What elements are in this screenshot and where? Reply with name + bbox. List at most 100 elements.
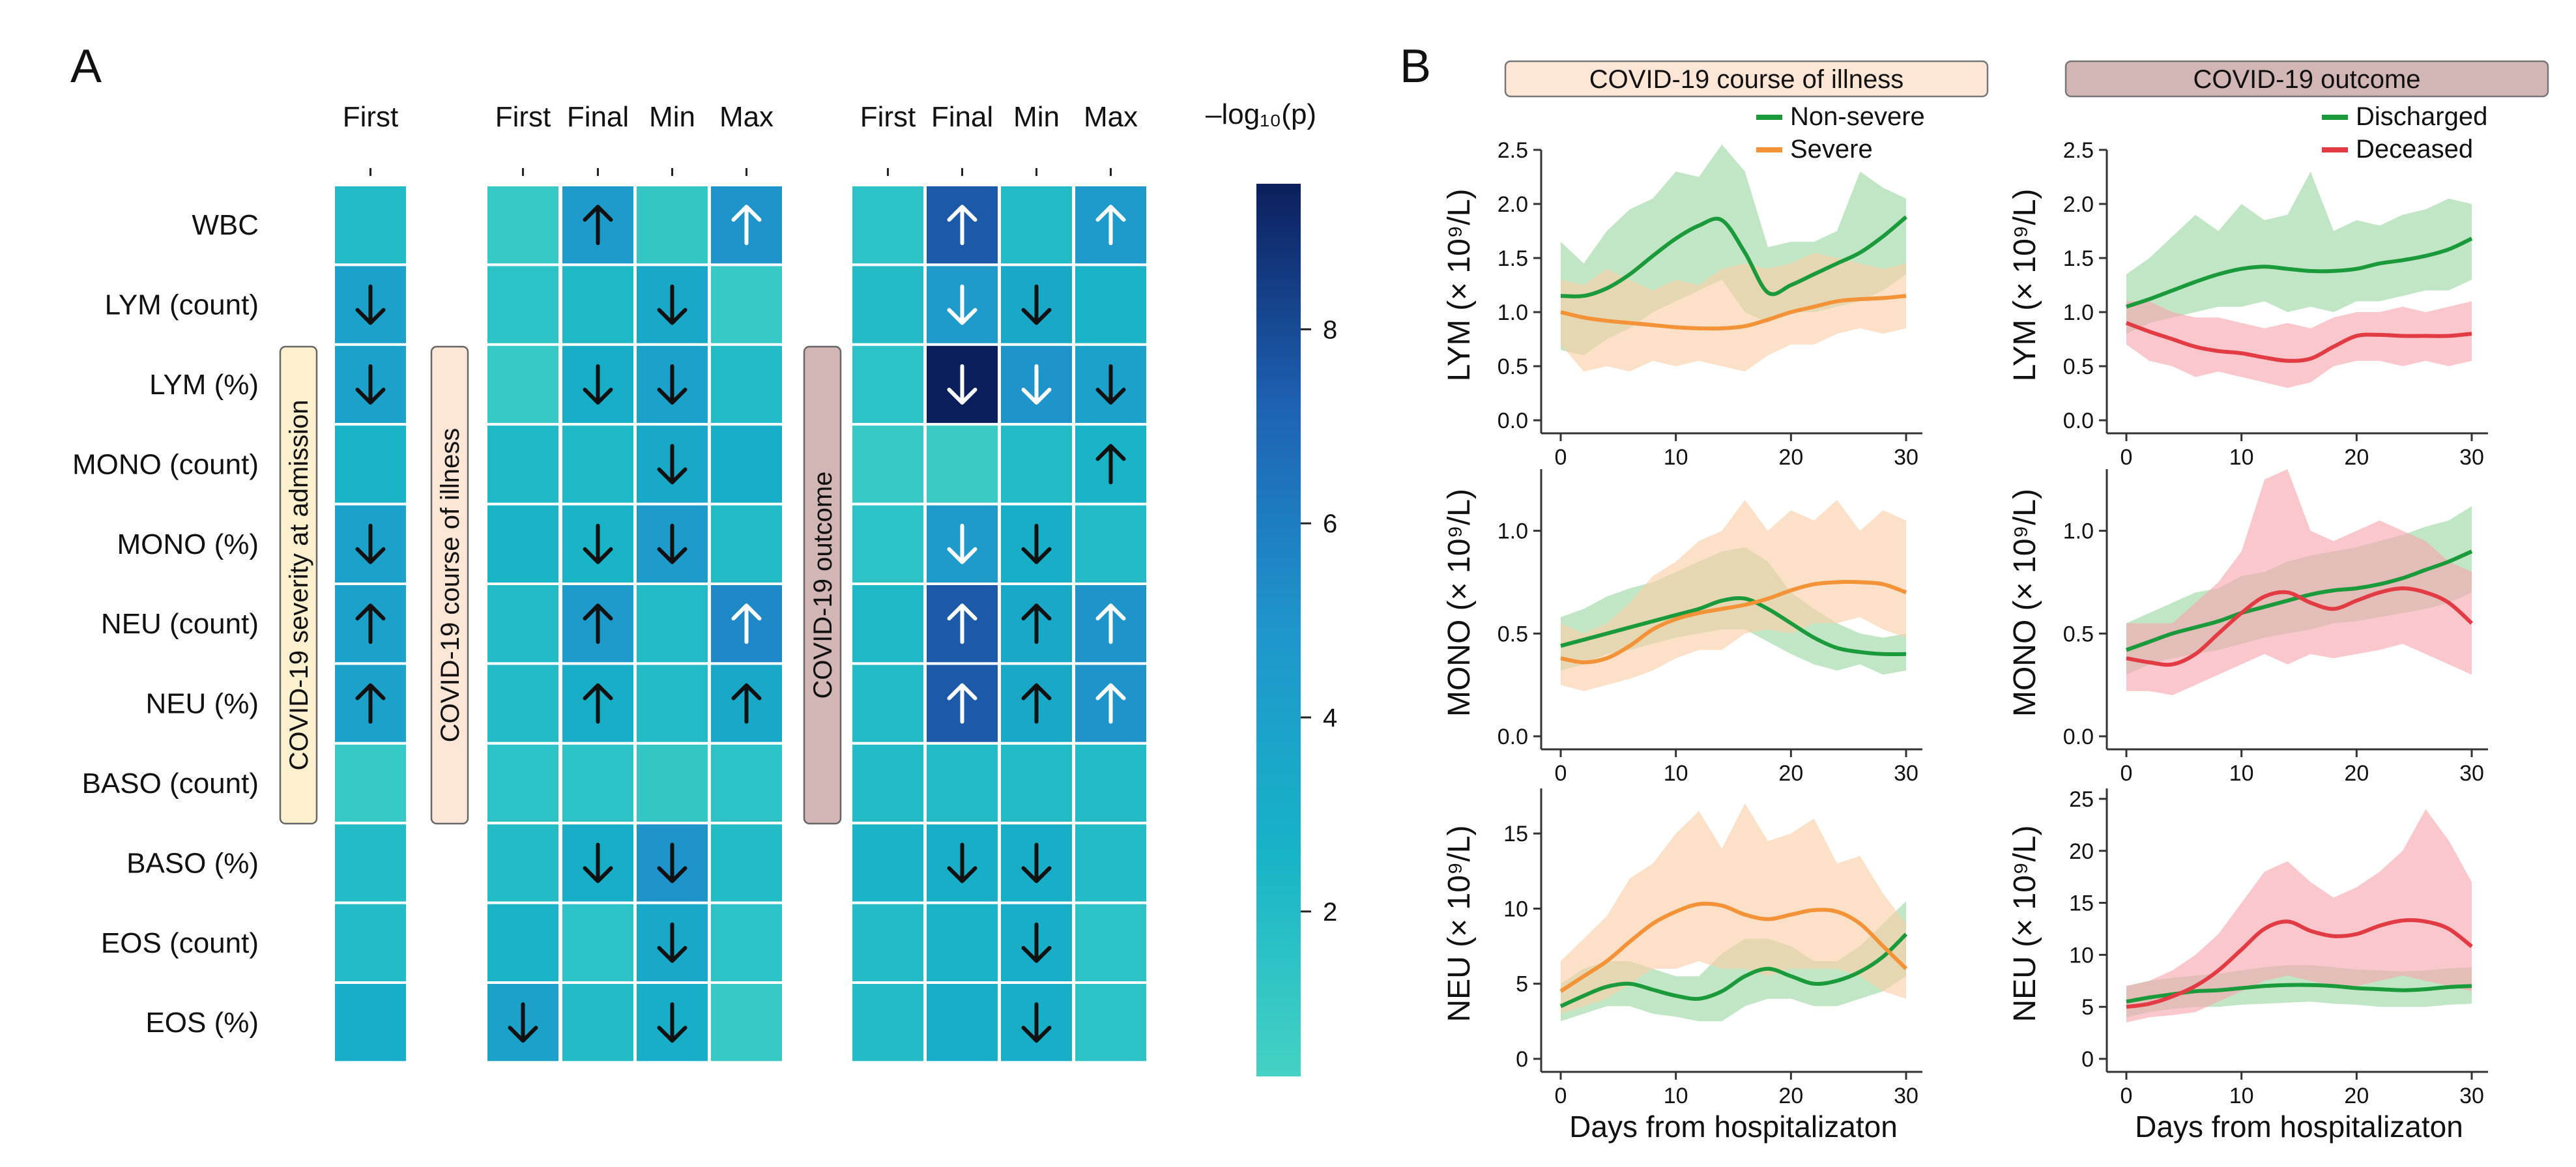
y-tick-label: 2.0 <box>2063 192 2094 217</box>
heatmap-cell <box>485 343 561 426</box>
y-axis-label: NEU (× 10⁹/L) <box>1442 826 1477 1022</box>
arrow-head <box>1021 388 1052 405</box>
x-tick-label: 20 <box>1778 761 1803 786</box>
column-header-covid-19-outcome-min: Min <box>1013 101 1060 133</box>
row-label-mono: MONO (%) <box>117 528 259 560</box>
arrow-down-icon <box>947 284 977 325</box>
row-label-baso-count: BASO (count) <box>82 768 259 800</box>
heatmap-cell <box>485 502 561 585</box>
x-tick-label: 20 <box>1778 1084 1803 1108</box>
y-tick-label: 20 <box>2069 839 2094 864</box>
arrow-down-icon <box>583 843 613 884</box>
y-tick-label: 1.5 <box>2063 246 2094 271</box>
arrow-up-icon <box>731 205 762 246</box>
row-label-lym-count: LYM (count) <box>105 289 259 321</box>
chart-header: COVID-19 course of illness <box>1589 65 1903 94</box>
heatmap-cell <box>850 343 926 426</box>
y-axis-label: LYM (× 10⁹/L) <box>1442 189 1477 382</box>
heatmap-cell <box>708 822 785 904</box>
heatmap-cell <box>850 423 926 506</box>
colorbar-label: –log₁₀(p) <box>1206 98 1316 130</box>
heatmap: WBC LYM (count) LYM (%) MONO (count) MONO (%… <box>72 101 1149 1064</box>
arrow-head <box>731 603 762 621</box>
arrow-head <box>947 547 977 564</box>
series-line-deceased <box>2126 586 2474 667</box>
arrow-up-icon <box>1095 683 1126 724</box>
arrow-up-icon <box>731 683 762 724</box>
arrow-up-icon <box>1095 603 1126 644</box>
arrow-head <box>657 945 687 963</box>
arrow-head <box>1095 388 1126 405</box>
row-label-lym: LYM (%) <box>149 369 259 401</box>
y-axis-label: MONO (× 10⁹/L) <box>1442 489 1477 717</box>
series-line-non-severe <box>1559 932 1908 1009</box>
series-line-deceased <box>2126 918 2473 1009</box>
heatmap-cell <box>634 662 710 745</box>
arrow-down-icon <box>1021 922 1052 963</box>
arrow-down-icon <box>355 284 386 325</box>
series-line-deceased <box>2125 321 2472 363</box>
colorbar: –log₁₀(p) 2 4 6 8 <box>1206 98 1337 1076</box>
x-tick-label: 10 <box>1664 1084 1688 1108</box>
arrow-head <box>1021 547 1052 564</box>
arrow-head <box>947 683 977 700</box>
heatmap-cell <box>332 742 409 825</box>
y-axis-label: LYM (× 10⁹/L) <box>2008 189 2042 382</box>
heatmap-cell <box>485 662 561 745</box>
arrow-up-icon <box>947 205 977 246</box>
column-header-covid-19-course-of-illness-min: Min <box>649 101 695 133</box>
heatmap-cell <box>485 263 561 346</box>
subplot-neu-10-l: 0 5 10 15 0 10 20 30 NEU (× 10⁹/L) <box>1442 788 1922 1108</box>
x-tick-label: 0 <box>1555 1084 1567 1108</box>
arrow-head <box>1021 945 1052 963</box>
heatmap-cell <box>332 981 409 1064</box>
x-tick-label: 30 <box>2459 761 2484 786</box>
arrow-head <box>355 683 386 700</box>
arrow-down-icon <box>657 922 687 963</box>
arrow-head <box>1021 308 1052 325</box>
x-tick-label: 10 <box>1664 445 1688 470</box>
column-header-covid-19-outcome-max: Max <box>1084 101 1138 133</box>
arrow-down-icon <box>947 364 977 405</box>
heatmap-cell <box>560 263 636 346</box>
series-line-severe <box>1559 901 1908 993</box>
x-tick-label: 20 <box>1778 445 1803 470</box>
y-tick-label: 0.5 <box>2063 622 2094 646</box>
arrow-up-icon <box>1095 205 1126 246</box>
arrow-up-icon <box>583 205 613 246</box>
column-header-covid-19-course-of-illness-final: Final <box>567 101 629 133</box>
subplot-mono-10-l: 0.0 0.5 1.0 0 10 20 30 MONO (× 10⁹/L) <box>2008 469 2488 786</box>
row-label-neu: NEU (%) <box>145 688 259 720</box>
arrow-head <box>947 866 977 884</box>
heatmap-cell <box>485 184 561 267</box>
arrow-up-icon <box>583 603 613 644</box>
heatmap-cell <box>332 901 409 984</box>
arrow-head <box>1021 603 1052 621</box>
arrow-head <box>947 205 977 222</box>
arrow-head <box>583 683 613 700</box>
group-label-text: COVID-19 severity at admission <box>285 399 313 770</box>
column-header-covid-19-outcome-first: First <box>860 101 916 133</box>
x-tick-label: 20 <box>2344 445 2369 470</box>
heatmap-cell <box>332 184 409 267</box>
colorbar-tick-label: 2 <box>1323 898 1337 927</box>
arrow-head <box>947 388 977 405</box>
y-axis-label: NEU (× 10⁹/L) <box>2008 826 2042 1022</box>
y-tick-label: 0.0 <box>2063 409 2094 433</box>
heatmap-cell <box>332 822 409 904</box>
group-label-covid-19-outcome: COVID-19 outcome <box>803 345 842 825</box>
x-tick-label: 10 <box>2229 1084 2254 1108</box>
heatmap-cell <box>708 423 785 506</box>
arrow-head <box>657 866 687 884</box>
arrow-down-icon <box>1021 523 1052 564</box>
heatmap-cell <box>708 263 785 346</box>
subplot-neu-10-l: 0 5 10 15 20 25 0 10 20 30 NEU (× 10⁹/L) <box>2008 787 2488 1108</box>
heatmap-cell <box>634 742 710 825</box>
arrow-head <box>583 205 613 222</box>
arrow-down-icon <box>657 843 687 884</box>
y-tick-label: 0.0 <box>1498 409 1528 433</box>
arrow-head <box>583 603 613 621</box>
y-tick-label: 1.0 <box>2063 519 2094 544</box>
chart-header-box <box>1504 60 1989 98</box>
column-header-covid-19-outcome-final: Final <box>931 101 993 133</box>
